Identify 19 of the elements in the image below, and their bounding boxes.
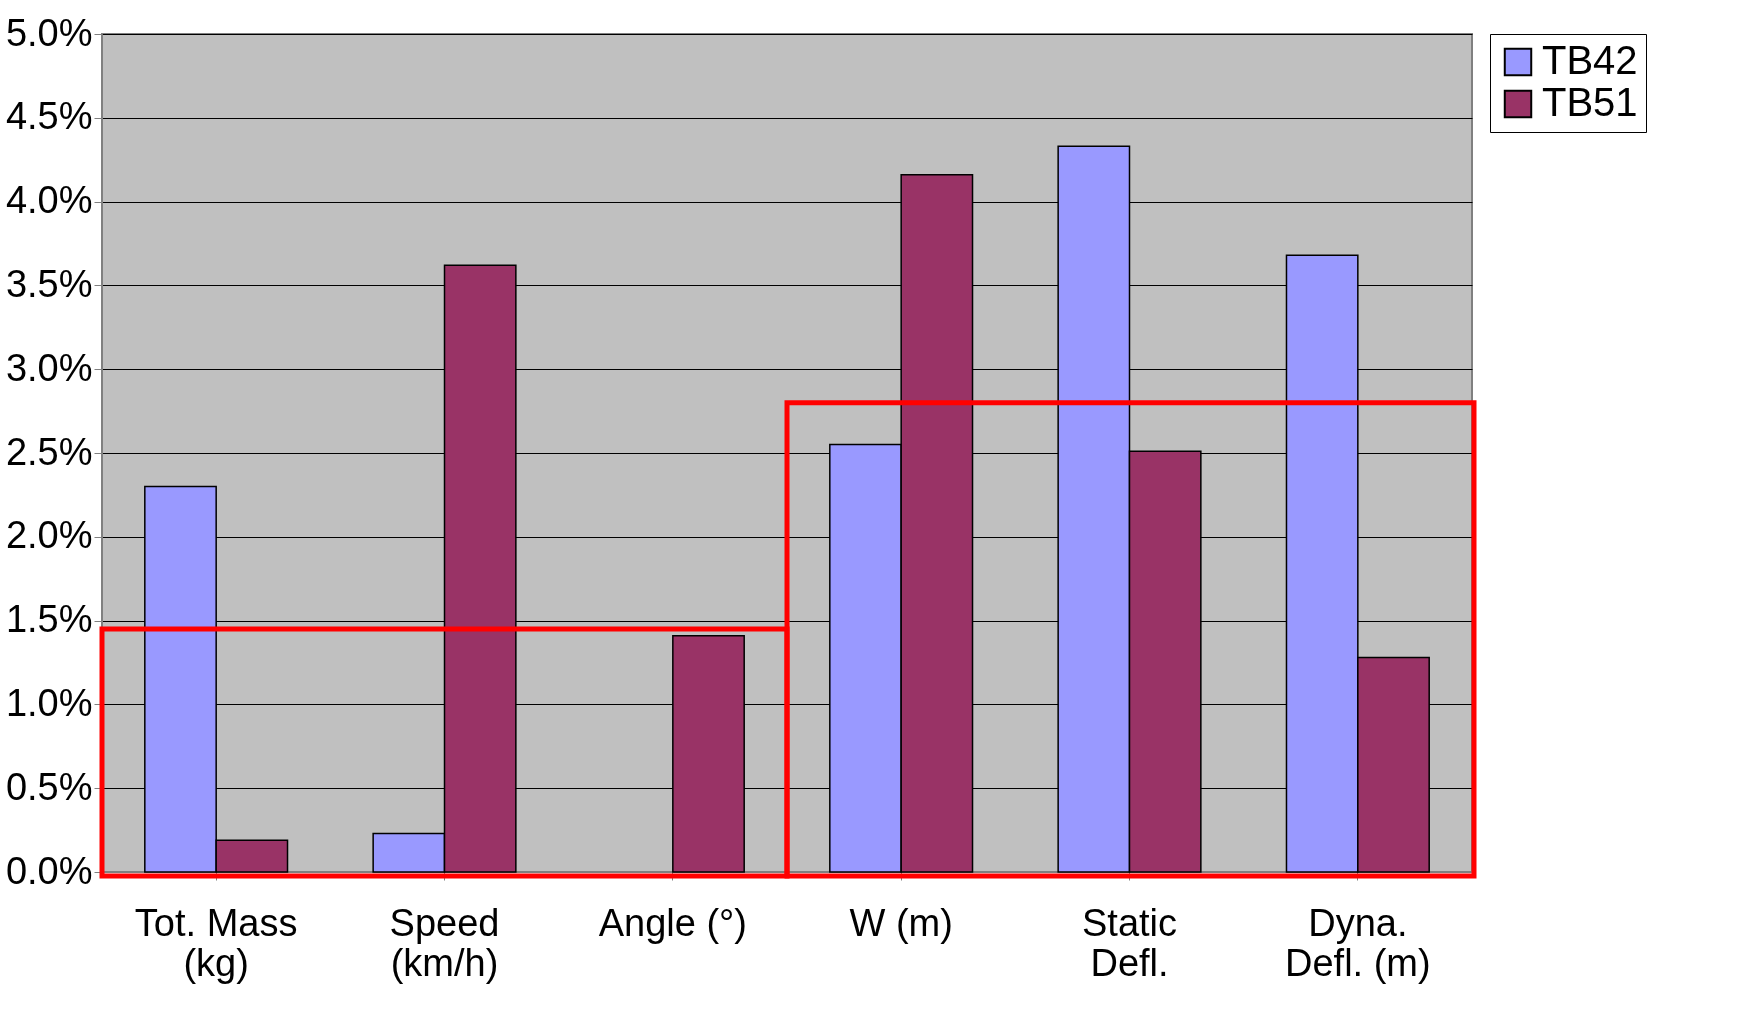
x-tick-label: Tot. Mass (kg) <box>134 901 298 984</box>
y-tick-label: 0.0% <box>5 849 93 892</box>
y-tick-label: 3.5% <box>5 262 93 305</box>
y-tick-label: 1.0% <box>5 681 93 724</box>
x-tick-label: Angle (°) <box>598 901 747 944</box>
y-tick-label: 2.0% <box>5 514 93 557</box>
y-tick-label: 3.0% <box>5 346 93 389</box>
y-tick-label: 1.5% <box>5 598 93 641</box>
y-tick-label: 0.5% <box>5 765 93 808</box>
x-tick-label: W (m) <box>849 901 953 944</box>
legend-label: TB42 <box>1542 38 1638 82</box>
y-tick-label: 4.5% <box>5 95 93 138</box>
x-tick-label: Speed (km/h) <box>389 901 500 984</box>
legend-label: TB51 <box>1542 80 1638 124</box>
y-tick-label: 5.0% <box>5 11 93 54</box>
x-tick-label: Dyna. Defl. (m) <box>1285 901 1431 984</box>
x-tick-label: Static Defl. <box>1081 901 1178 984</box>
y-tick-label: 4.0% <box>5 179 93 222</box>
y-tick-label: 2.5% <box>5 430 93 473</box>
